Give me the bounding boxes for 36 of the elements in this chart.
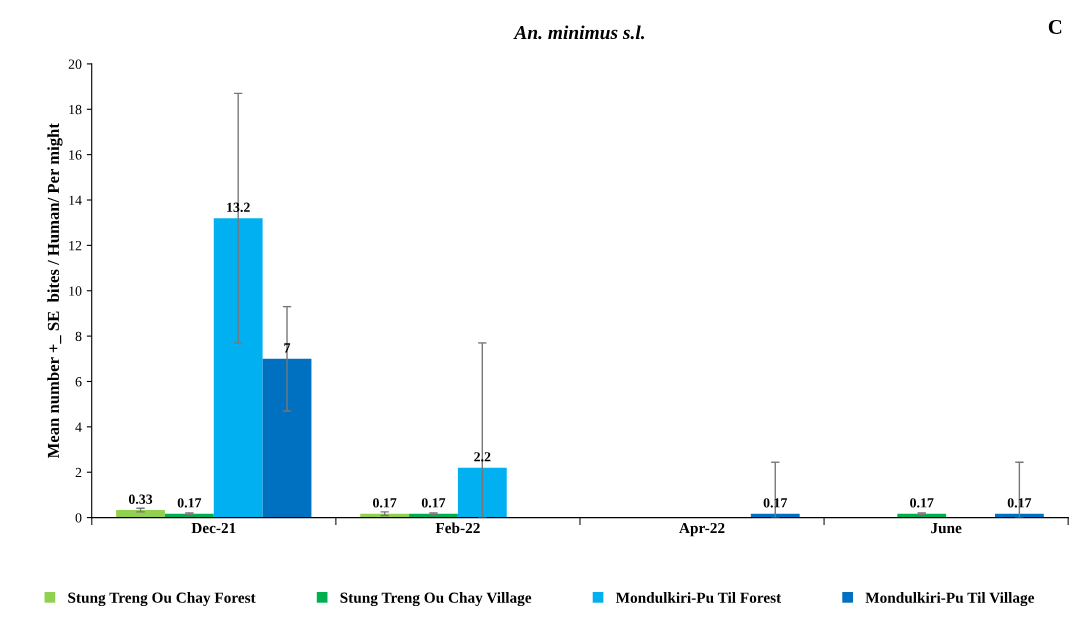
x-tick-label: June	[931, 523, 962, 534]
y-axis-title: Mean number +_ SE bites / Human/ Per might	[47, 123, 63, 459]
data-label: 0.17	[373, 498, 397, 508]
data-label: 0.33	[128, 494, 153, 504]
data-label: 0.17	[421, 498, 446, 508]
legend-label: Stung Treng Ou Chay Village	[340, 592, 532, 607]
text: C	[1048, 19, 1062, 34]
y-tick-label: 10	[69, 286, 82, 296]
y-tick-label: 6	[75, 377, 82, 387]
y-tick-label: 8	[75, 331, 82, 342]
y-tick-label: 12	[69, 241, 82, 251]
data-label: 13.2	[227, 202, 250, 212]
bar	[116, 510, 165, 518]
data-label: 0.17	[910, 498, 934, 508]
legend-label: Stung Treng Ou Chay Forest	[68, 592, 256, 607]
legend-label: Mondulkiri-Pu Til Forest	[615, 592, 782, 603]
x-tick-label: Feb-22	[435, 522, 480, 534]
chart-title: An. minimus s.l.	[513, 25, 645, 40]
y-tick-label: 0	[75, 513, 82, 523]
data-label: 0.17	[177, 498, 202, 508]
data-label: 2.2	[474, 452, 491, 462]
data-label: 0.17	[763, 498, 788, 508]
x-tick-label: Apr-22	[679, 522, 725, 537]
y-tick-label: 18	[69, 104, 82, 115]
y-tick-label: 2	[75, 467, 82, 478]
data-label: 7	[284, 343, 291, 353]
data-label: 0.17	[1007, 498, 1032, 508]
y-tick-label: 14	[69, 195, 82, 205]
bar	[262, 358, 312, 518]
y-tick-label: 16	[69, 150, 82, 160]
y-tick-label: 4	[75, 422, 82, 432]
legend-label: Mondulkiri-Pu Til Village	[865, 592, 1035, 607]
bar	[457, 467, 507, 518]
x-tick-label: Dec-21	[191, 522, 236, 534]
bar	[213, 218, 263, 518]
y-tick-label: 20	[68, 59, 82, 69]
